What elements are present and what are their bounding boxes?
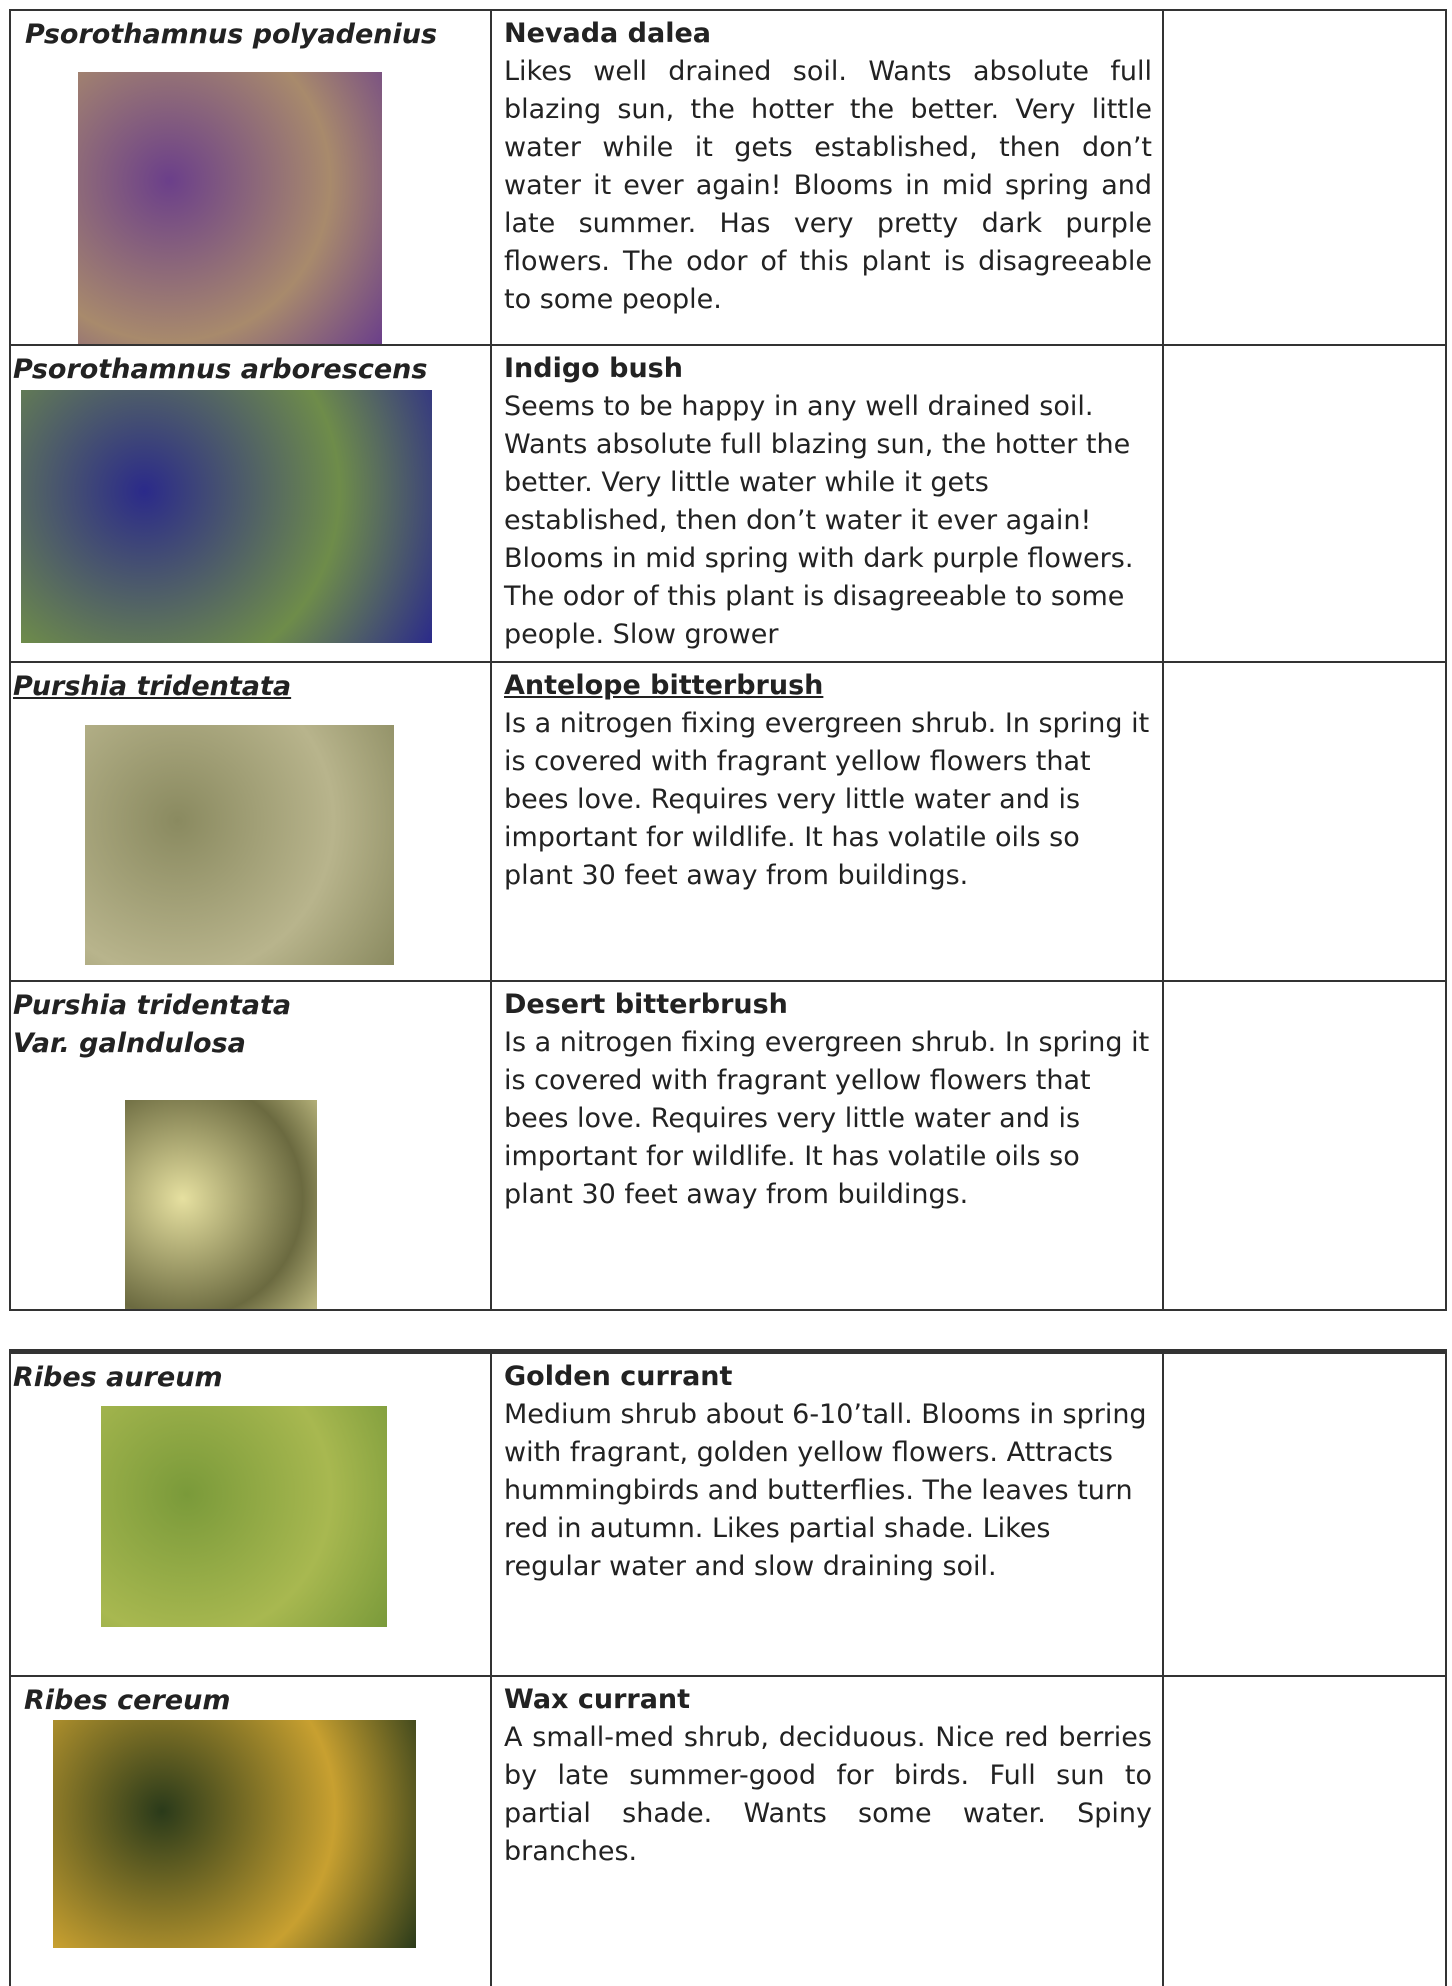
scientific-name: Ribes aureum — [11, 1354, 490, 1397]
description: A small-med shrub, deciduous. Nice red b… — [504, 1722, 1152, 1867]
plant-row: Ribes cereum Wax currant A small-med shrub… — [11, 1675, 1445, 1986]
description-cell: Antelope bitterbrush Is a nitrogen fixing… — [490, 663, 1162, 980]
plant-photo — [78, 72, 382, 344]
scientific-name-line: Ribes aureum — [13, 1362, 223, 1393]
scientific-name: Purshia tridentata Var. galndulosa — [11, 982, 490, 1063]
plant-row: Purshia tridentata Var. galndulosa Desert … — [11, 980, 1445, 1309]
empty-cell — [1162, 1677, 1445, 1986]
common-name: Antelope bitterbrush — [504, 670, 824, 701]
scientific-name-line: Purshia tridentata — [13, 990, 292, 1021]
description-cell: Indigo bush Seems to be happy in any well… — [490, 346, 1162, 661]
scientific-name-line: Var. galndulosa — [13, 1028, 246, 1059]
scientific-name-line: Ribes cereum — [24, 1685, 231, 1716]
common-name: Indigo bush — [504, 353, 683, 384]
common-name: Nevada dalea — [504, 18, 712, 49]
plant-photo — [53, 1720, 416, 1948]
common-name: Wax currant — [504, 1684, 691, 1715]
name-cell: Ribes cereum — [11, 1677, 490, 1986]
description: Is a nitrogen fixing evergreen shrub. In… — [504, 708, 1150, 891]
empty-cell — [1162, 11, 1445, 344]
name-cell: Purshia tridentata — [11, 663, 490, 980]
plant-row: Psorothamnus polyadenius Nevada dalea Like… — [11, 11, 1445, 344]
empty-cell — [1162, 346, 1445, 661]
empty-cell — [1162, 982, 1445, 1309]
plant-photo — [85, 725, 394, 965]
name-cell: Psorothamnus polyadenius — [11, 11, 490, 344]
scientific-name: Purshia tridentata — [11, 663, 490, 706]
scientific-name-line: Purshia tridentata — [13, 671, 292, 702]
scientific-name: Psorothamnus arborescens — [11, 346, 490, 389]
plant-photo — [21, 390, 432, 643]
plant-table: Ribes aureum Golden currant Medium shrub a… — [9, 1349, 1447, 1986]
plant-table: Psorothamnus polyadenius Nevada dalea Like… — [9, 9, 1447, 1311]
description: Is a nitrogen fixing evergreen shrub. In… — [504, 1027, 1150, 1210]
scientific-name-line: Psorothamnus polyadenius — [25, 19, 438, 50]
name-cell: Psorothamnus arborescens — [11, 346, 490, 661]
scientific-name-line: Psorothamnus arborescens — [13, 354, 428, 385]
description-cell: Wax currant A small-med shrub, deciduous.… — [490, 1677, 1162, 1986]
plant-row: Purshia tridentata Antelope bitterbrush Is… — [11, 661, 1445, 980]
plant-photo — [101, 1406, 387, 1627]
name-cell: Ribes aureum — [11, 1354, 490, 1675]
scientific-name: Psorothamnus polyadenius — [11, 11, 490, 54]
plant-row: Psorothamnus arborescens Indigo bush Seems… — [11, 344, 1445, 661]
empty-cell — [1162, 663, 1445, 980]
description-cell: Nevada dalea Likes well drained soil. Wan… — [490, 11, 1162, 344]
empty-cell — [1162, 1354, 1445, 1675]
description: Medium shrub about 6-10’tall. Blooms in … — [504, 1399, 1147, 1582]
description: Likes well drained soil. Wants absolute … — [504, 56, 1152, 315]
plant-photo — [125, 1100, 317, 1309]
description: Seems to be happy in any well drained so… — [504, 391, 1134, 650]
name-cell: Purshia tridentata Var. galndulosa — [11, 982, 490, 1309]
plant-row: Ribes aureum Golden currant Medium shrub a… — [11, 1354, 1445, 1675]
description-cell: Desert bitterbrush Is a nitrogen fixing e… — [490, 982, 1162, 1309]
common-name: Golden currant — [504, 1361, 733, 1392]
common-name: Desert bitterbrush — [504, 989, 788, 1020]
scientific-name: Ribes cereum — [11, 1677, 490, 1720]
description-cell: Golden currant Medium shrub about 6-10’ta… — [490, 1354, 1162, 1675]
